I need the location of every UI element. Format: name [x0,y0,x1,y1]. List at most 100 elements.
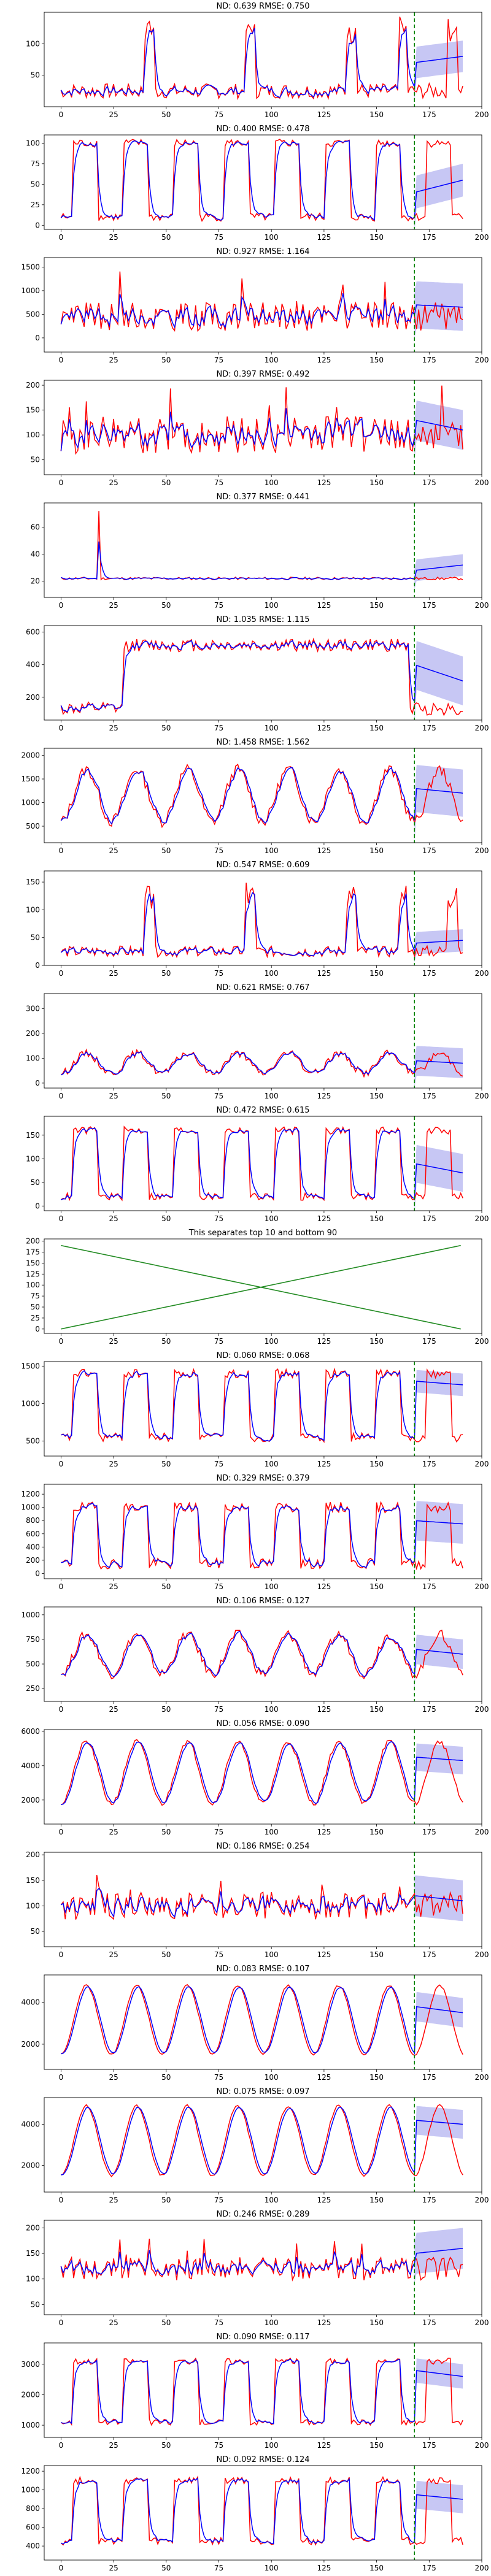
plot-frame [44,2465,482,2561]
x-tick-label: 125 [317,1460,331,1468]
plot-area [60,2220,463,2315]
forecast-series-line [61,1630,463,1677]
x-tick-label: 100 [265,233,279,242]
x-tick-label: 175 [422,1337,436,1346]
y-tick-label: 200 [26,1556,40,1565]
x-tick-label: 125 [317,1950,331,1959]
x-tick-label: 50 [161,233,171,242]
forecast-series-line [61,1127,463,1200]
y-tick-label: 100 [26,1154,40,1163]
x-tick-label: 50 [161,1092,171,1100]
x-tick-label: 50 [161,2441,171,2450]
y-tick-label: 1200 [21,2467,40,2475]
chart-panel-9: ND: 0.621 RMSE: 0.767 0 25 50 75 100 125 150 175… [26,983,489,1100]
forecast-series-line [61,1370,463,1442]
x-tick-label: 125 [317,2441,331,2450]
x-tick-label: 150 [369,1828,384,1836]
x-tick-label: 0 [59,356,64,364]
x-tick-label: 100 [265,2318,279,2327]
actual-series-line [61,1367,463,1443]
x-tick-label: 200 [475,1582,489,1591]
y-tick-label: 100 [26,2275,40,2283]
x-tick-label: 75 [214,1460,223,1468]
x-tick-label: 75 [214,969,223,978]
y-tick-label: 3000 [21,2360,40,2369]
x-tick-label: 125 [317,601,331,610]
y-tick-label: 200 [26,1850,40,1859]
forecast-band [414,554,463,590]
x-tick-label: 200 [475,1460,489,1468]
actual-series-line [61,2357,463,2426]
chart-panel-17: ND: 0.083 RMSE: 0.107 0 25 50 75 100 125 150 175… [21,1965,489,2082]
y-tick-label: 400 [26,1543,40,1551]
y-tick-label: 0 [35,334,40,342]
plot-frame [44,870,482,966]
chart-panel-16: ND: 0.186 RMSE: 0.254 0 25 50 75 100 125 150 175… [26,1842,489,1959]
y-tick-label: 50 [31,1927,40,1936]
x-tick-label: 150 [369,1950,384,1959]
actual-series-line [60,637,463,716]
y-tick-label: 60 [31,523,40,532]
x-tick-label: 175 [422,1705,436,1714]
plot-area [61,1975,463,2069]
forecast-series-line [61,2477,463,2545]
y-tick-label: 1000 [21,799,40,807]
forecast-band [414,40,463,103]
x-tick-label: 175 [422,2441,436,2450]
forecast-band [414,641,463,720]
x-tick-label: 0 [59,1582,64,1591]
x-tick-label: 175 [422,1092,436,1100]
x-tick-label: 175 [422,846,436,855]
y-tick-label: 50 [31,933,40,942]
y-tick-label: 40 [31,550,40,559]
plot-frame [44,625,482,721]
actual-series-line [60,1125,463,1202]
forecast-series-line [61,541,463,580]
forecast-series-line [60,140,463,221]
x-tick-label: 0 [59,1337,64,1346]
x-tick-label: 200 [475,233,489,242]
x-tick-label: 175 [422,2073,436,2082]
x-tick-label: 0 [59,601,64,610]
x-tick-label: 150 [369,2196,384,2204]
x-tick-label: 75 [214,1582,223,1591]
x-tick-label: 125 [317,2073,331,2082]
y-tick-label: 1000 [21,1611,40,1619]
x-tick-label: 25 [109,356,118,364]
chart-panel-7: ND: 1.458 RMSE: 1.562 0 25 50 75 100 125 150 175… [21,738,489,855]
forecast-series-line [60,293,463,329]
y-tick-label: 0 [35,1569,40,1577]
forecast-series-line [61,2106,463,2175]
x-tick-label: 0 [59,1460,64,1468]
x-tick-label: 200 [475,2564,489,2572]
chart-panel-3: ND: 0.927 RMSE: 1.164 0 25 50 75 100 125 150 175… [21,247,489,364]
x-tick-label: 25 [109,2318,118,2327]
panel-title: ND: 0.092 RMSE: 0.124 [216,2455,309,2464]
y-tick-label: 150 [26,1876,40,1885]
panel-title: ND: 0.547 RMSE: 0.609 [216,861,309,870]
x-tick-label: 125 [317,846,331,855]
plot-frame [44,134,482,230]
chart-panel-21: ND: 0.092 RMSE: 0.124 0 25 50 75 100 125 150 175… [21,2455,489,2572]
actual-series-line [60,1048,463,1078]
y-tick-label: 50 [31,1303,40,1311]
y-tick-label: 50 [31,1178,40,1187]
forecast-series-line [60,408,463,451]
x-tick-label: 0 [59,1092,64,1100]
x-tick-label: 0 [59,969,64,978]
x-tick-label: 75 [214,1950,223,1959]
plot-frame [44,2097,482,2193]
y-tick-label: 100 [26,1054,40,1062]
plot-frame [44,380,482,475]
y-tick-label: 1000 [21,286,40,295]
x-tick-label: 200 [475,724,489,732]
x-tick-label: 175 [422,969,436,978]
x-tick-label: 0 [59,2318,64,2327]
x-tick-label: 75 [214,2564,223,2572]
x-tick-label: 150 [369,724,384,732]
y-tick-label: 125 [26,1270,40,1278]
x-tick-label: 0 [59,2564,64,2572]
y-tick-label: 800 [26,2504,40,2513]
actual-series-line [60,764,463,829]
x-tick-label: 50 [161,1582,171,1591]
